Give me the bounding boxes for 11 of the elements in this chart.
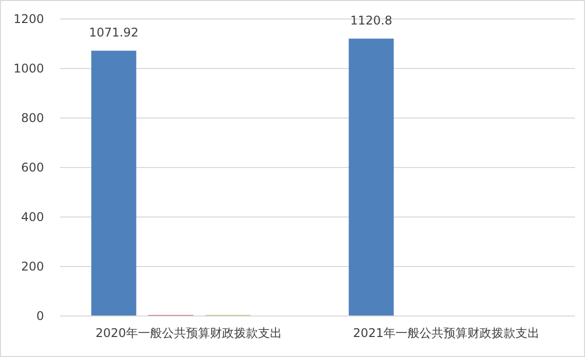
y-tick-label: 1000	[13, 62, 44, 76]
data-label: 1071.92	[88, 26, 139, 40]
y-tick-label: 600	[21, 160, 44, 175]
data-label: 1120.8	[350, 14, 392, 28]
y-tick-label: 1200	[13, 12, 44, 26]
x-tick-label: 2021年一般公共预算财政拨款支出	[352, 326, 540, 340]
y-tick-label: 200	[21, 260, 44, 274]
x-tick-label: 2020年一般公共预算财政拨款支出	[95, 326, 282, 340]
y-tick-label: 400	[21, 210, 44, 224]
y-tick-label: 0	[36, 309, 44, 324]
y-tick-label: 800	[21, 111, 44, 126]
